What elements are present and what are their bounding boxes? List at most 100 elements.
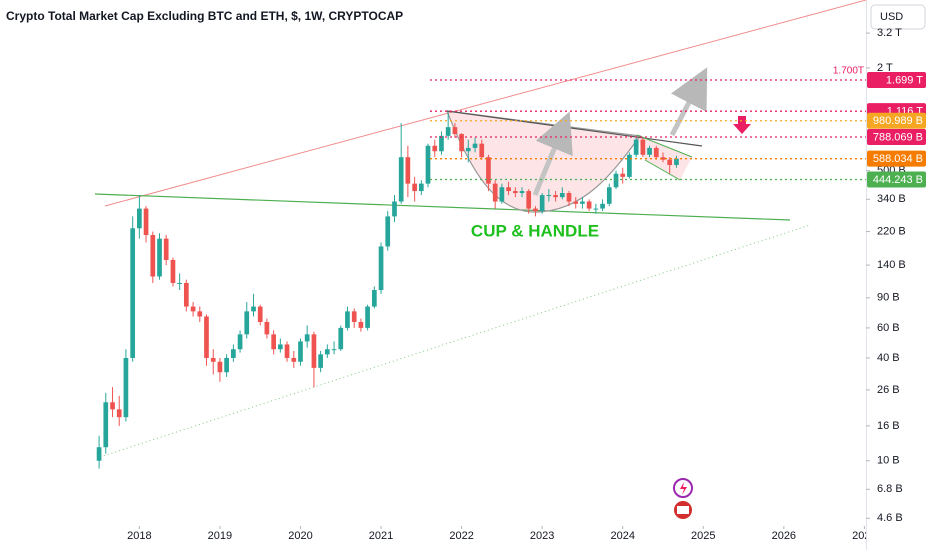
candle-body <box>506 187 511 192</box>
candle-body <box>163 238 169 260</box>
candle-body <box>237 334 243 350</box>
candle-body <box>311 334 317 368</box>
x-tick-label: 2027 <box>852 530 876 542</box>
chart-title: Crypto Total Market Cap Excluding BTC an… <box>6 9 403 23</box>
price-tag-label: 444.243 B <box>873 174 923 186</box>
price-tag-label: 788.069 B <box>873 131 923 143</box>
candle-body <box>284 344 290 358</box>
candle-body <box>217 361 223 373</box>
candle-body <box>418 183 424 192</box>
candle-body <box>533 208 538 212</box>
candle-body <box>331 349 337 351</box>
candle-body <box>600 203 605 209</box>
candle-body <box>116 409 122 418</box>
candle-body <box>519 191 525 194</box>
arrow <box>669 67 708 137</box>
candle-body <box>559 193 565 198</box>
candle-body <box>103 402 109 448</box>
candle-body <box>459 134 464 152</box>
candle-body <box>304 334 310 342</box>
candle-body <box>539 195 545 212</box>
candle-body <box>291 357 297 362</box>
candle-body <box>613 173 619 188</box>
upper-trendline <box>104 0 866 207</box>
y-tick-label: 340 B <box>877 193 906 205</box>
candle-body <box>492 183 498 202</box>
y-tick-label: 3.2 T <box>877 27 902 39</box>
support-line <box>94 193 791 221</box>
candle-body <box>244 311 250 335</box>
price-tag <box>867 150 926 167</box>
candle-body <box>472 143 478 148</box>
candle-body <box>224 357 229 373</box>
annotation: CUP & HANDLE <box>471 221 599 240</box>
handle-bottom <box>644 159 681 181</box>
down-arrow <box>733 116 751 134</box>
flag-icon-glyph <box>677 506 689 514</box>
lower-trendline <box>99 224 811 458</box>
candle-body <box>271 334 277 350</box>
candle-body <box>298 341 303 362</box>
candle-body <box>251 306 256 312</box>
candle-body <box>593 208 599 210</box>
candle-body <box>445 127 451 136</box>
x-tick-label: 2018 <box>127 530 151 542</box>
candle-body <box>633 139 639 155</box>
candle-body <box>667 159 673 166</box>
candle-body <box>197 311 203 317</box>
x-tick-label: 2023 <box>530 530 554 542</box>
arrow <box>532 111 573 196</box>
candle-body <box>586 201 592 209</box>
x-tick-label: 2021 <box>369 530 393 542</box>
candle-body <box>546 195 552 197</box>
candle-body <box>499 187 505 202</box>
candle-body <box>526 191 532 209</box>
candle-body <box>620 173 626 177</box>
currency: USD <box>880 11 903 23</box>
candle-body <box>137 208 142 229</box>
candle-body <box>425 145 431 184</box>
candle-body <box>231 349 236 358</box>
candle-body <box>412 183 417 192</box>
candle-body <box>264 321 270 335</box>
price-tag <box>867 128 926 145</box>
candle-body <box>150 235 156 277</box>
candle-body <box>627 154 632 177</box>
candle-body <box>640 139 646 155</box>
x-tick-label: 2019 <box>208 530 232 542</box>
y-tick-label: 16 B <box>877 420 900 432</box>
x-tick-label: 2026 <box>772 530 796 542</box>
candle-body <box>338 327 344 350</box>
y-tick-label: 60 B <box>877 322 900 334</box>
price-tag-label: 1.699 T <box>886 74 923 86</box>
handle-top <box>636 134 693 158</box>
y-tick-label: 2 T <box>877 62 893 74</box>
candle-body <box>345 311 350 328</box>
y-tick-label: 140 B <box>877 259 906 271</box>
candle-body <box>277 344 283 350</box>
candle-body <box>177 282 182 284</box>
candle-body <box>606 187 612 204</box>
candle-body <box>392 201 397 217</box>
price-tag <box>867 171 926 188</box>
x-tick-label: 2020 <box>288 530 312 542</box>
y-tick-label: 220 B <box>877 225 906 237</box>
candle-body <box>210 357 216 362</box>
plot-area <box>94 0 866 469</box>
currency-button[interactable] <box>870 4 926 30</box>
candle-body <box>358 321 364 328</box>
candle-body <box>318 354 323 368</box>
candle-body <box>647 147 652 155</box>
y-tick-label: 10 B <box>877 455 900 467</box>
candle-body <box>439 135 444 152</box>
candle-body <box>183 282 189 307</box>
annotation: 1.700T <box>833 66 864 77</box>
candle-body <box>405 157 411 184</box>
candle-body <box>432 145 438 152</box>
candle-body <box>660 157 666 160</box>
x-tick-label: 2025 <box>691 530 715 542</box>
candle-body <box>157 238 162 277</box>
y-tick-label: 4.6 B <box>877 512 903 524</box>
candle-body <box>486 157 491 184</box>
